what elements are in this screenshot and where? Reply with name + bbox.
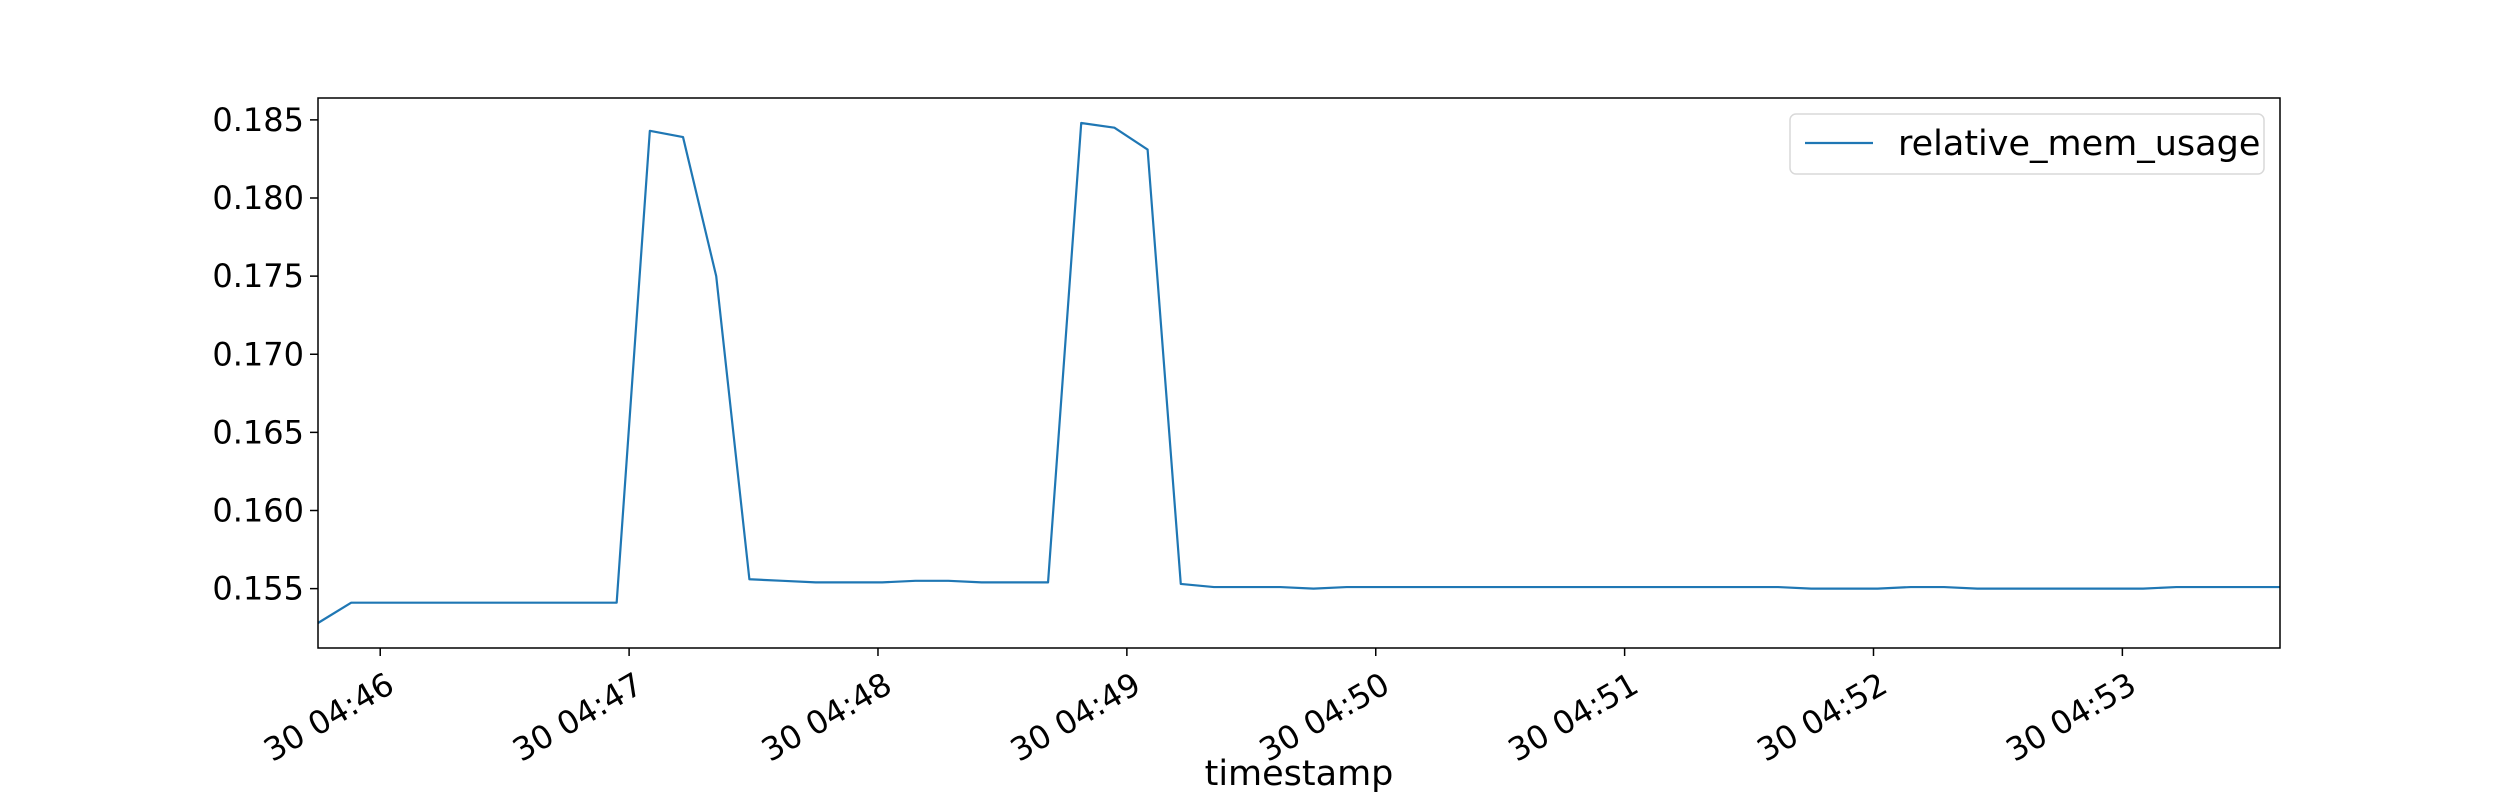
y-tick-label: 0.175 bbox=[212, 257, 304, 295]
y-tick-label: 0.165 bbox=[212, 413, 304, 451]
y-tick-label: 0.170 bbox=[212, 335, 304, 373]
y-tick-label: 0.160 bbox=[212, 492, 304, 530]
x-axis-title: timestamp bbox=[1205, 754, 1394, 794]
plot-frame bbox=[317, 97, 2281, 649]
y-tick-label: 0.180 bbox=[212, 179, 304, 217]
series-line-relative_mem_usage bbox=[317, 121, 2280, 624]
legend-box bbox=[1789, 113, 2265, 175]
y-tick-label: 0.155 bbox=[212, 570, 304, 608]
legend-label: relative_mem_usage bbox=[1898, 124, 2260, 164]
y-axis: 0.155 0.160 0.165 0.170 0.175 0.180 0.185 bbox=[212, 101, 318, 608]
plot-area bbox=[318, 98, 2280, 648]
series-layer bbox=[317, 121, 2280, 624]
legend: relative_mem_usage bbox=[1789, 113, 2265, 175]
y-tick-label: 0.185 bbox=[212, 101, 304, 139]
